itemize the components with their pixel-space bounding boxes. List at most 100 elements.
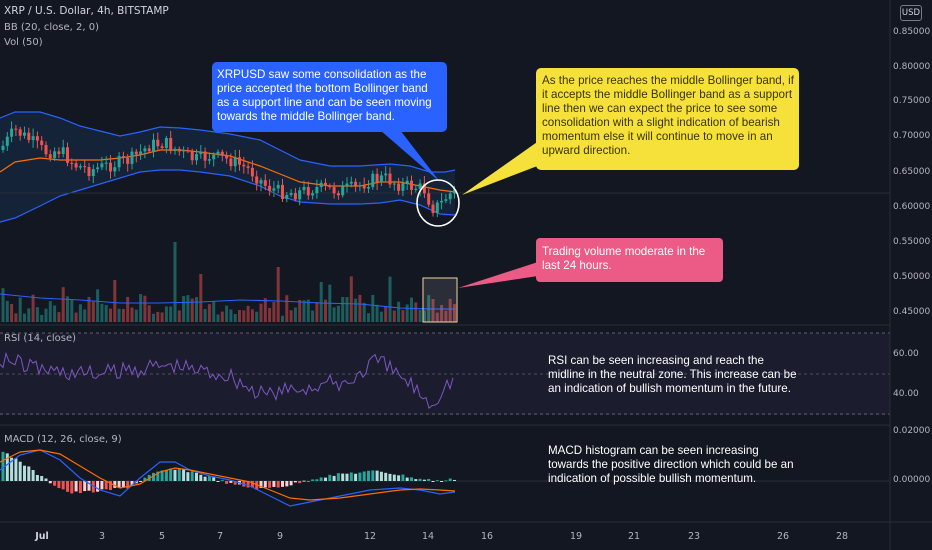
volume-bar [448, 298, 452, 322]
candle-body [1, 145, 5, 150]
macd-histogram-bar [143, 477, 147, 481]
macd-histogram-bar [255, 481, 259, 490]
volume-bar [332, 307, 336, 322]
candle-body [367, 187, 370, 189]
macd-histogram-bar [440, 481, 444, 482]
candle-body [177, 148, 181, 152]
volume-bar [195, 297, 198, 322]
time-tick: 28 [835, 531, 849, 542]
symbol-title[interactable]: XRP / U.S. Dollar, 4h, BITSTAMP [4, 5, 169, 17]
volume-bar [362, 302, 366, 322]
macd-histogram-bar [83, 481, 87, 492]
volume-bar [48, 301, 52, 322]
volume-bar [160, 312, 164, 322]
candle-body [195, 154, 198, 161]
volume-indicator-label[interactable]: Vol (50) [4, 37, 43, 48]
volume-bar [418, 309, 422, 322]
macd-histogram-bar [139, 481, 143, 482]
candle-body [109, 162, 112, 172]
macd-histogram-bar [160, 470, 164, 481]
candle-body [48, 154, 52, 159]
macd-histogram-bar [246, 481, 250, 488]
highlight-circle [416, 179, 460, 227]
macd-histogram-bar [259, 481, 263, 488]
macd-histogram-bar [379, 471, 383, 481]
candle-body [268, 185, 272, 191]
candle-body [143, 148, 147, 152]
candle-body [293, 193, 297, 200]
candle-body [139, 151, 143, 155]
volume-bar [293, 307, 297, 322]
candle-body [117, 156, 121, 168]
candle-body [152, 139, 155, 152]
volume-bar [14, 313, 18, 322]
note-blue-box [212, 62, 447, 132]
time-tick: 12 [363, 531, 377, 542]
currency-button[interactable]: USD [900, 5, 922, 21]
price-tick: 0.70000 [893, 131, 931, 141]
macd-histogram-bar [87, 481, 91, 491]
time-tick: 14 [421, 531, 435, 542]
price-tick: 0.55000 [893, 237, 931, 247]
candle-body [388, 173, 392, 185]
volume-bar [186, 295, 190, 322]
candle-body [349, 181, 353, 184]
macd-histogram-bar [354, 473, 358, 481]
bb-indicator-label[interactable]: BB (20, close, 2, 0) [4, 22, 99, 33]
volume-bar [315, 302, 319, 322]
time-tick: 9 [276, 531, 284, 542]
candle-body [70, 162, 74, 164]
volume-bar [281, 315, 284, 322]
note-pink-box [536, 238, 723, 282]
volume-bar [220, 311, 224, 322]
macd-histogram-bar [78, 481, 82, 494]
macd-histogram-bar [302, 480, 306, 482]
time-tick: 16 [480, 531, 494, 542]
macd-histogram-bar [298, 481, 302, 484]
macd-histogram-bar [448, 478, 452, 481]
volume-ma-line [0, 293, 455, 310]
candle-body [422, 183, 426, 194]
volume-bar [336, 305, 340, 322]
macd-histogram-bar [195, 472, 198, 481]
volume-bar [109, 308, 112, 322]
volume-bar [177, 310, 181, 322]
candle-body [31, 136, 35, 141]
macd-histogram-bar [272, 481, 276, 487]
candle-body [397, 183, 401, 191]
macd-indicator-label[interactable]: MACD (12, 26, close, 9) [4, 434, 122, 445]
volume-bar [272, 301, 276, 322]
macd-histogram-bar [435, 480, 439, 482]
note-yellow-box [536, 68, 799, 170]
rsi-indicator-label[interactable]: RSI (14, close) [4, 333, 77, 344]
candle-body [182, 150, 186, 152]
volume-bar [152, 313, 155, 322]
volume-bar [259, 303, 263, 322]
macd-histogram-bar [306, 481, 310, 482]
macd-histogram-bar [121, 481, 125, 488]
volume-bar [435, 312, 439, 322]
volume-bar [349, 276, 353, 322]
macd-histogram-bar [70, 481, 74, 494]
rsi-line [0, 351, 454, 409]
price-tick: 0.80000 [893, 62, 931, 72]
candle-body [199, 151, 203, 155]
macd-histogram-bar [362, 471, 366, 481]
macd-histogram-bar [341, 473, 345, 481]
volume-bar [100, 303, 104, 322]
volume-bar [35, 307, 39, 322]
volume-bar [422, 310, 426, 322]
volume-bar [23, 313, 26, 322]
candle-body [336, 193, 340, 196]
candle-body [113, 167, 117, 172]
macd-histogram-bar [328, 474, 332, 481]
price-tick: 0.65000 [893, 167, 931, 177]
macd-histogram-bar [276, 481, 280, 488]
macd-histogram-bar [1, 451, 5, 481]
candle-body [315, 187, 319, 194]
volume-bar [401, 310, 405, 322]
volume-bar [263, 298, 267, 322]
candle-body [164, 137, 168, 149]
volume-bar [121, 308, 125, 322]
